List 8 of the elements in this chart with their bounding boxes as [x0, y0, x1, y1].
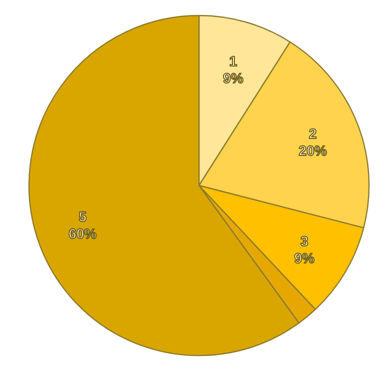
slice-label: 5 [78, 208, 87, 224]
slice-label: 3 [300, 232, 308, 249]
slice-label: 2 [308, 125, 317, 142]
slice-label: 1 [229, 52, 238, 69]
data-label: 9% [223, 70, 244, 86]
data-label: 20% [298, 142, 328, 158]
data-label: 60% [68, 225, 98, 242]
data-label: 9% [294, 250, 316, 266]
